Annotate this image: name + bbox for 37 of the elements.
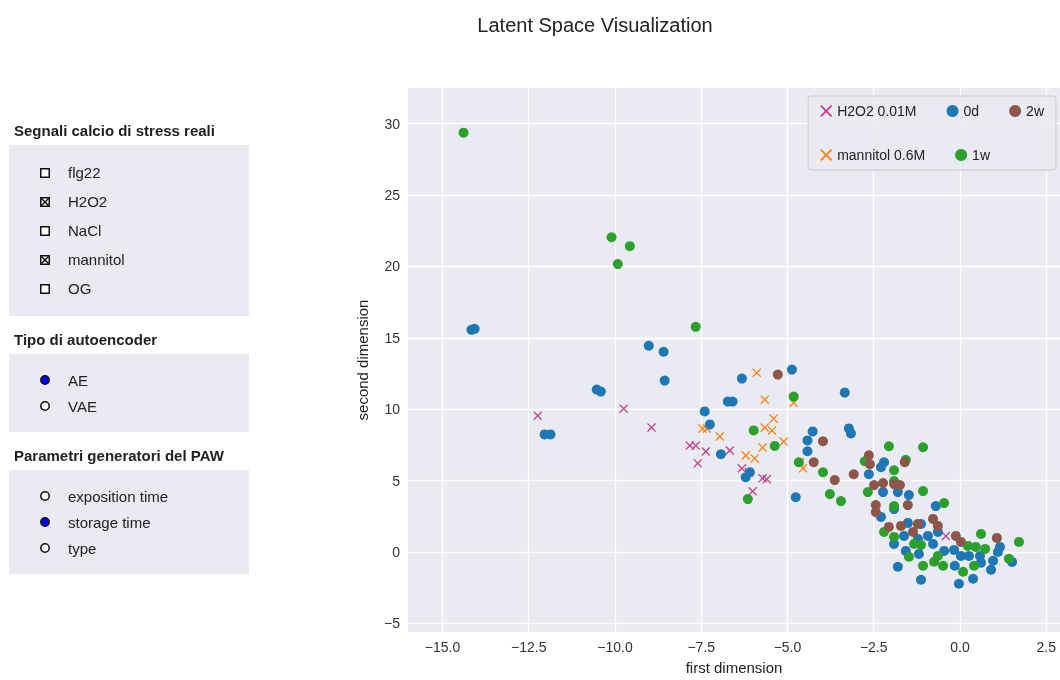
- x-tick-label: 0.0: [950, 639, 970, 655]
- legend-label: storage time: [68, 513, 151, 531]
- y-tick-label: 20: [384, 258, 401, 275]
- x-tick-label: −7.5: [687, 639, 716, 655]
- y-tick-label: 0: [392, 544, 401, 561]
- x-tick-label: −10.0: [597, 639, 633, 655]
- text: Segnali calcio di stress reali: [13, 121, 216, 141]
- legend-label: 0d: [963, 103, 980, 119]
- x-tick-label: −15.0: [424, 639, 461, 655]
- y-tick-label: 25: [384, 187, 401, 204]
- legend-label: H2O2: [68, 193, 108, 210]
- x-tick-label: −12.5: [511, 639, 547, 655]
- legend-label: H2O2 0.01M: [837, 103, 917, 119]
- legend-label: 1w: [972, 147, 991, 163]
- legend-label: AE: [68, 371, 89, 389]
- legend-label: flg22: [68, 164, 101, 181]
- y-tick-label: 10: [384, 401, 401, 418]
- y-tick-label: 5: [392, 472, 401, 489]
- legend-label: VAE: [68, 397, 97, 415]
- legend-label: mannitol: [68, 251, 125, 268]
- legend-label: NaCl: [68, 222, 102, 239]
- legend-label: 2w: [1026, 103, 1045, 119]
- legend-label: mannitol 0.6M: [837, 147, 926, 163]
- x-tick-label: 2.5: [1036, 639, 1057, 655]
- x-tick-label: −5.0: [773, 639, 802, 655]
- x-axis-title: first dimension: [685, 659, 783, 676]
- y-axis-title: second dimension: [354, 299, 371, 421]
- chart-title: Latent Space Visualization: [477, 14, 713, 36]
- y-tick-label: −5: [384, 615, 401, 632]
- y-tick-label: 15: [384, 329, 401, 346]
- legend-label: OG: [68, 280, 92, 297]
- text: Tipo di autoencoder: [13, 330, 159, 350]
- legend-label: type: [68, 539, 97, 557]
- legend-label: exposition time: [68, 487, 169, 505]
- text: Parametri generatori del PAW: [13, 446, 225, 466]
- y-tick-label: 30: [384, 115, 401, 132]
- x-tick-label: −2.5: [859, 639, 888, 655]
